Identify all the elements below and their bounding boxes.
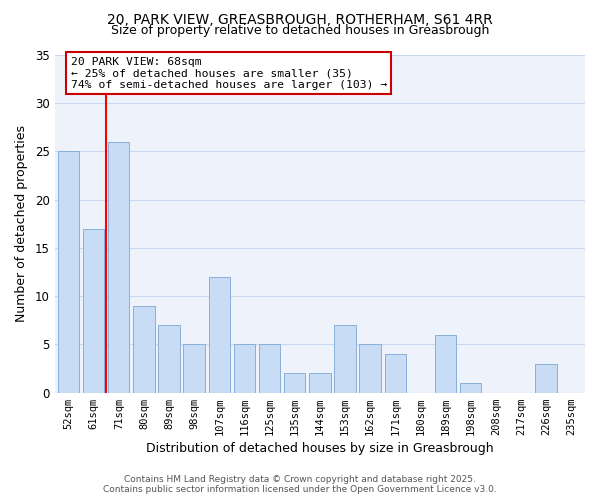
Bar xyxy=(209,277,230,392)
Bar xyxy=(58,152,79,392)
Bar xyxy=(359,344,381,393)
Bar xyxy=(234,344,255,393)
Bar xyxy=(460,383,481,392)
Bar xyxy=(284,374,305,392)
Bar xyxy=(108,142,130,393)
Bar xyxy=(334,325,356,392)
Bar xyxy=(83,228,104,392)
Bar xyxy=(535,364,557,392)
Bar xyxy=(435,335,456,392)
Bar xyxy=(184,344,205,393)
Y-axis label: Number of detached properties: Number of detached properties xyxy=(15,126,28,322)
Bar xyxy=(259,344,280,393)
Text: Contains HM Land Registry data © Crown copyright and database right 2025.
Contai: Contains HM Land Registry data © Crown c… xyxy=(103,474,497,494)
Bar xyxy=(133,306,155,392)
Bar xyxy=(158,325,180,392)
X-axis label: Distribution of detached houses by size in Greasbrough: Distribution of detached houses by size … xyxy=(146,442,494,455)
Text: 20 PARK VIEW: 68sqm
← 25% of detached houses are smaller (35)
74% of semi-detach: 20 PARK VIEW: 68sqm ← 25% of detached ho… xyxy=(71,56,387,90)
Text: 20, PARK VIEW, GREASBROUGH, ROTHERHAM, S61 4RR: 20, PARK VIEW, GREASBROUGH, ROTHERHAM, S… xyxy=(107,12,493,26)
Text: Size of property relative to detached houses in Greasbrough: Size of property relative to detached ho… xyxy=(111,24,489,37)
Bar xyxy=(385,354,406,393)
Bar xyxy=(309,374,331,392)
